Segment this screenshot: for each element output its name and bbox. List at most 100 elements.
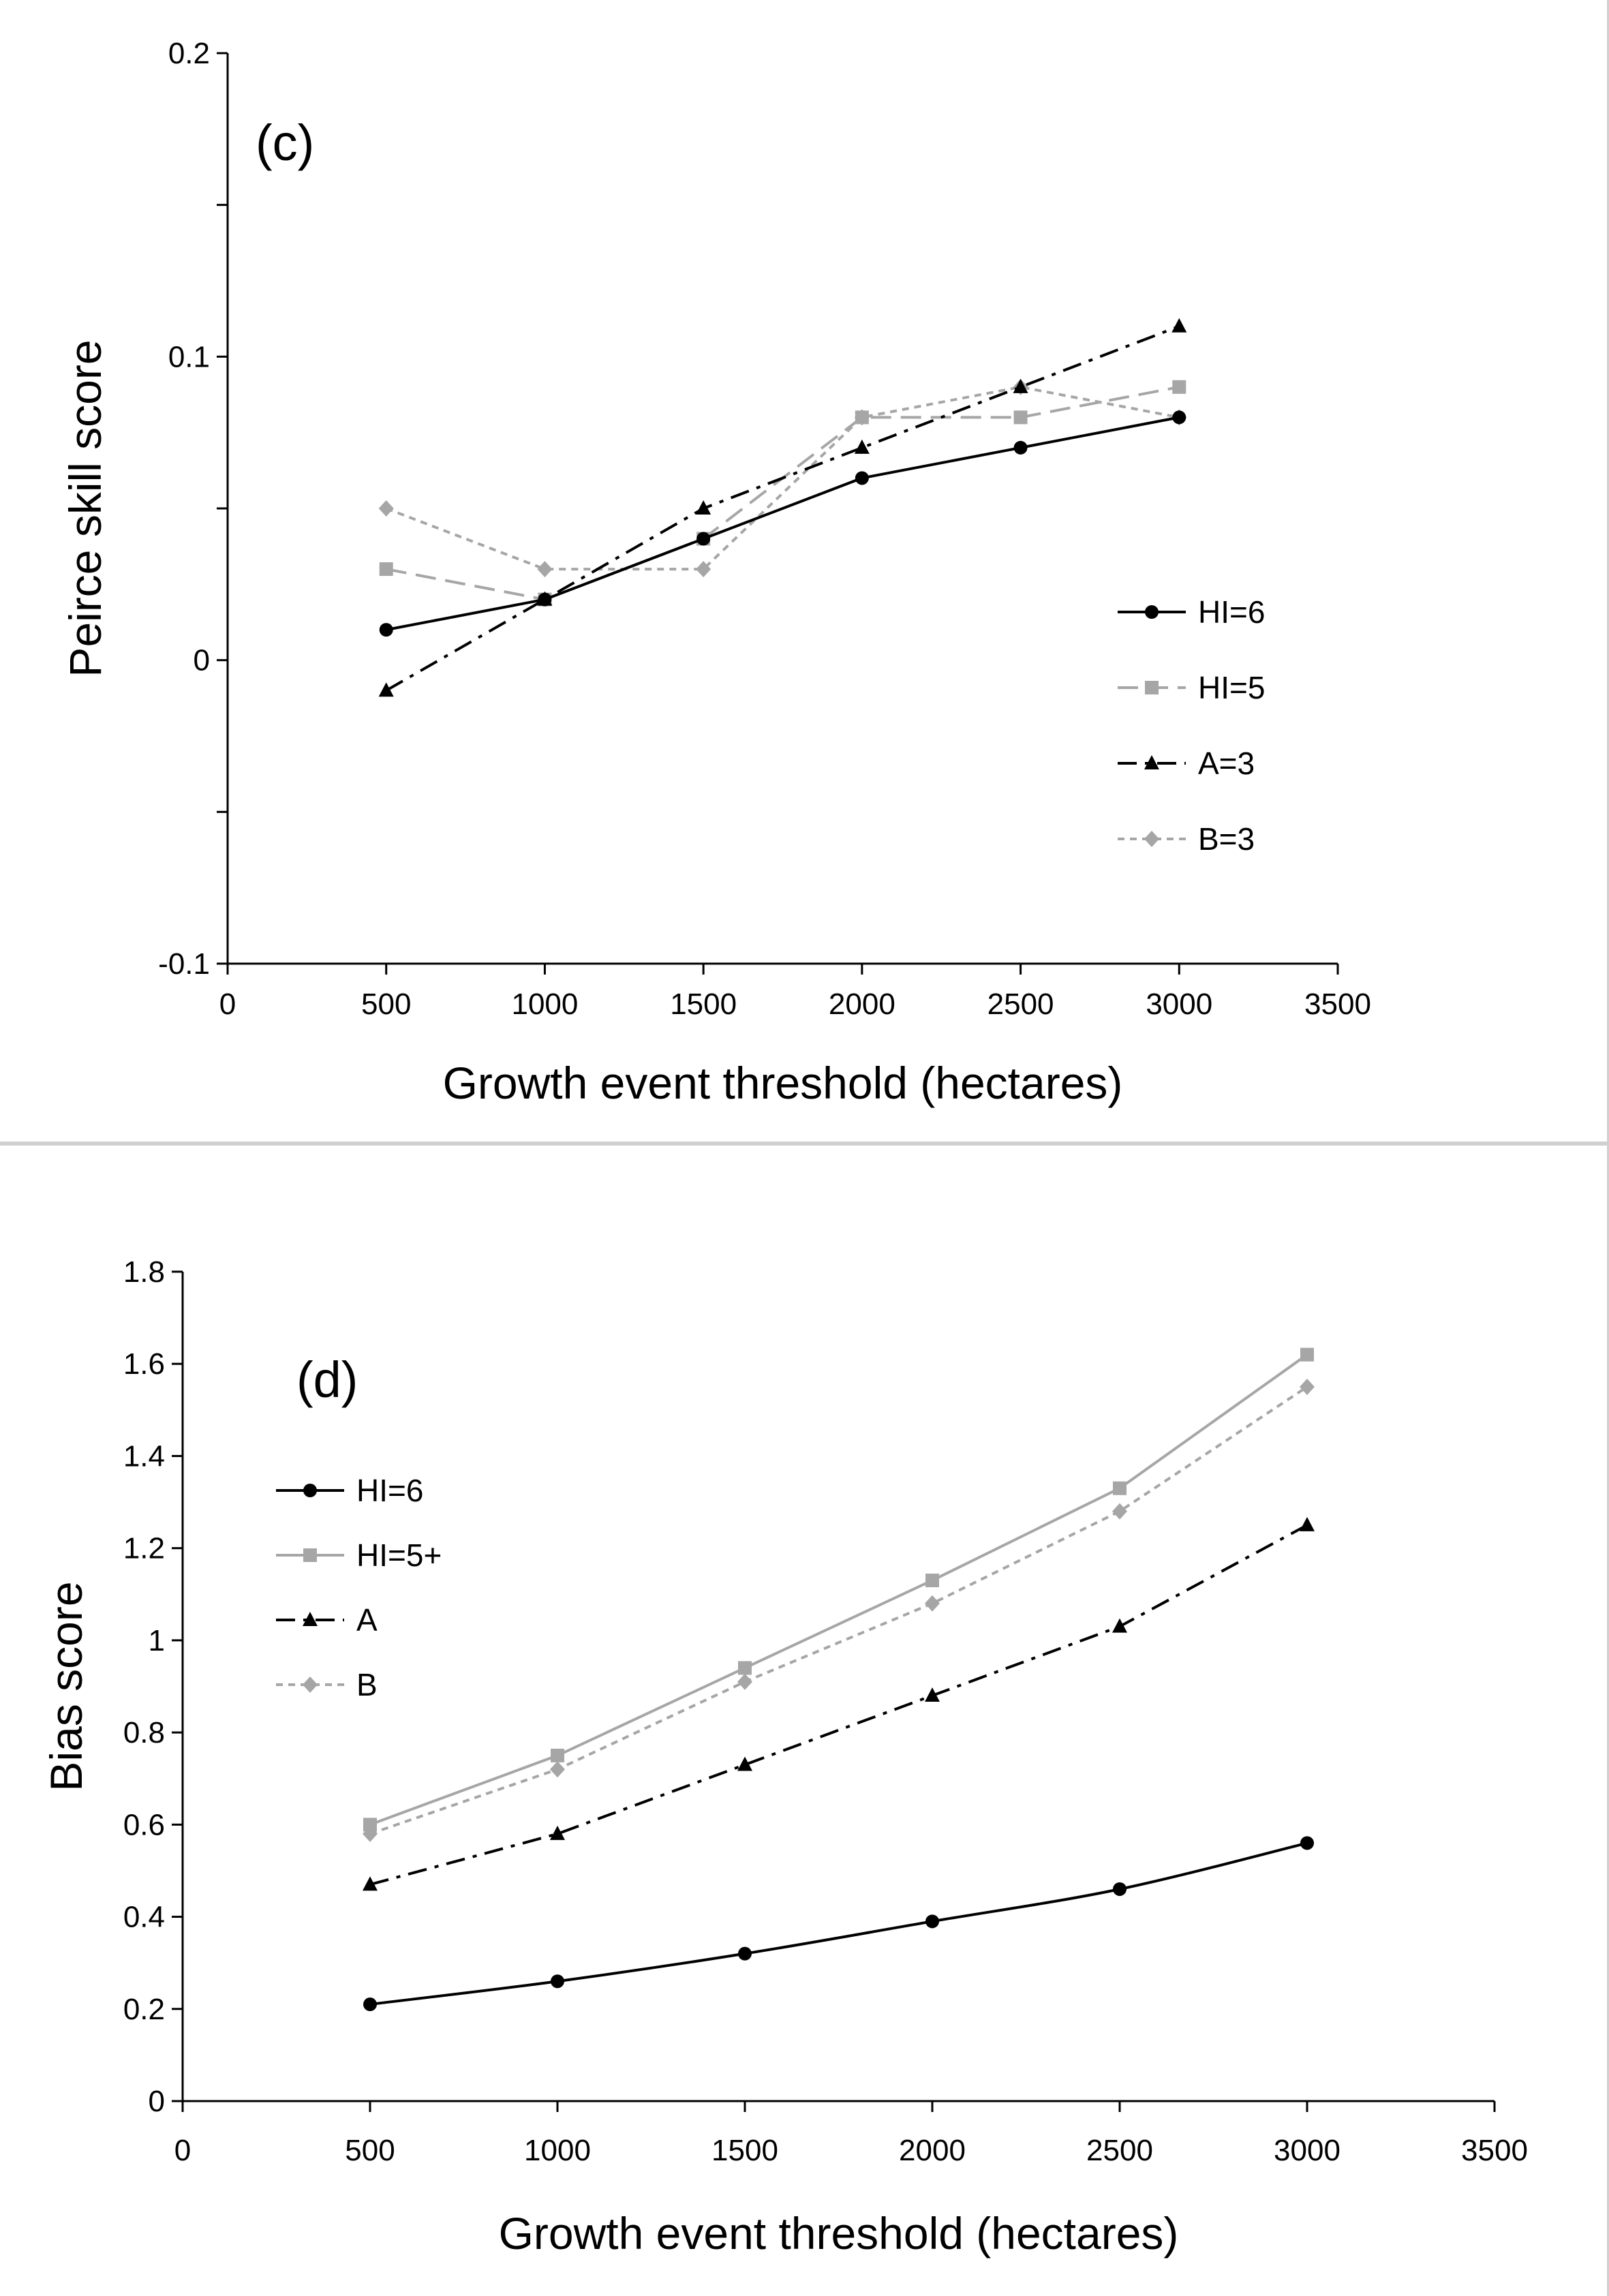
- y-tick-label: 0: [149, 2085, 165, 2118]
- chart-panel-d: [0, 1144, 1609, 2296]
- series-A=3: [378, 318, 1187, 697]
- data-point-diamond: [1300, 1379, 1315, 1396]
- legend-marker-triangle: [1144, 755, 1159, 769]
- y-axis-title: Peirce skill score: [60, 339, 110, 677]
- series-line: [385, 324, 1180, 692]
- data-point-circle: [551, 1974, 564, 1989]
- data-point-square: [551, 1748, 564, 1762]
- data-point-triangle: [1112, 1618, 1127, 1633]
- data-point-triangle: [1171, 318, 1187, 333]
- data-point-square: [1013, 410, 1028, 425]
- chart-panel-c: [0, 0, 1609, 1144]
- data-point-circle: [738, 1946, 752, 1961]
- legend-label: B=3: [1198, 821, 1255, 857]
- x-tick-label: 3000: [1274, 2134, 1340, 2167]
- legend-label: HI=5: [1198, 670, 1265, 705]
- data-point-triangle: [1300, 1516, 1315, 1531]
- series-line: [386, 385, 1180, 601]
- legend: HI=6 HI=5+ AB: [276, 1473, 442, 1702]
- x-tick-label: 2500: [1086, 2134, 1153, 2167]
- y-tick-label: 1.8: [123, 1255, 165, 1289]
- data-point-circle: [855, 471, 869, 485]
- data-point-triangle: [696, 500, 711, 515]
- series-line: [369, 1386, 1308, 1835]
- x-tick-label: 0: [174, 2134, 191, 2167]
- y-tick-label: -0.1: [158, 947, 210, 981]
- data-point-diamond: [925, 1595, 940, 1612]
- series-HI=6: [363, 1836, 1314, 2012]
- series-HI=6: [379, 410, 1186, 637]
- legend: HI=6 HI=5 A=3 B=3: [1118, 594, 1265, 857]
- data-point-triangle: [1013, 378, 1028, 393]
- data-point-square: [379, 562, 393, 577]
- x-tick-label: 3500: [1304, 988, 1371, 1021]
- x-tick-label: 2000: [899, 2134, 966, 2167]
- data-point-circle: [363, 1997, 377, 2012]
- data-point-diamond: [378, 500, 394, 517]
- data-point-circle: [1013, 440, 1028, 455]
- data-point-square: [738, 1661, 752, 1675]
- y-tick-label: 1.4: [123, 1439, 165, 1473]
- chart-1: 0 0.2 0.4 0.6 0.8 1 1.2 1.4 1.6 1.8 0 500 1000 1500 20…: [41, 1255, 1528, 2259]
- data-point-circle: [1172, 410, 1186, 425]
- legend-label: HI=5+: [356, 1537, 442, 1573]
- x-tick-label: 500: [361, 988, 411, 1021]
- data-point-circle: [925, 1914, 939, 1929]
- x-axis-title: Growth event threshold (hectares): [443, 1058, 1123, 1108]
- data-point-diamond: [363, 1825, 378, 1842]
- legend-label: A: [356, 1602, 378, 1638]
- data-point-square: [1172, 380, 1186, 394]
- data-point-diamond: [550, 1761, 565, 1778]
- panel-label: (d): [296, 1351, 358, 1408]
- series-line: [369, 1353, 1308, 1826]
- x-tick-label: 0: [219, 988, 236, 1021]
- series-line: [385, 385, 1180, 571]
- y-axis-title: Bias score: [41, 1581, 91, 1791]
- chart-0: -0.1 0 0.1 0.2 0 500 1000 1500 2000 2500 3000 3500 G…: [60, 37, 1371, 1108]
- y-tick-label: 0.2: [123, 1993, 165, 2026]
- legend-marker-circle: [303, 1484, 317, 1497]
- series-A: [363, 1516, 1315, 1891]
- data-point-triangle: [925, 1687, 940, 1702]
- y-tick-label: 0.6: [123, 1808, 165, 1841]
- y-tick-label: 0.1: [168, 340, 210, 373]
- panel-label: (c): [256, 114, 314, 171]
- y-tick-label: 0: [194, 644, 210, 677]
- data-point-triangle: [854, 439, 870, 454]
- y-tick-label: 0.8: [123, 1716, 165, 1749]
- x-tick-label: 3000: [1146, 988, 1212, 1021]
- data-point-circle: [1300, 1836, 1314, 1850]
- data-point-triangle: [378, 682, 394, 697]
- data-point-square: [363, 1818, 377, 1832]
- legend-marker-circle: [1145, 605, 1159, 619]
- y-tick-label: 0.2: [168, 37, 210, 70]
- legend-marker-square: [303, 1548, 317, 1562]
- x-tick-label: 500: [345, 2134, 395, 2167]
- y-tick-label: 0.4: [123, 1901, 165, 1934]
- x-tick-label: 1500: [711, 2134, 778, 2167]
- series-HI=5: [379, 380, 1186, 607]
- legend-marker-diamond: [1144, 831, 1159, 847]
- data-point-circle: [1113, 1882, 1127, 1896]
- legend-marker-square: [1145, 681, 1159, 694]
- x-axis-title: Growth event threshold (hectares): [499, 2208, 1179, 2259]
- series-line: [369, 1524, 1308, 1886]
- y-tick-label: 1.6: [123, 1347, 165, 1381]
- legend-marker-diamond: [303, 1677, 318, 1693]
- legend-label: B: [356, 1667, 378, 1702]
- legend-marker-triangle: [303, 1612, 318, 1626]
- data-point-diamond: [854, 409, 870, 426]
- data-point-diamond: [696, 561, 711, 578]
- series-line: [386, 416, 1180, 632]
- legend-label: HI=6: [1198, 594, 1265, 630]
- series-B: [363, 1379, 1315, 1842]
- data-point-triangle: [550, 1825, 565, 1840]
- x-tick-label: 2500: [987, 988, 1054, 1021]
- data-point-square: [1113, 1481, 1127, 1495]
- y-tick-label: 1: [149, 1624, 165, 1657]
- data-point-diamond: [1112, 1503, 1127, 1520]
- data-point-square: [1300, 1347, 1314, 1362]
- y-tick-label: 1.2: [123, 1532, 165, 1565]
- data-point-square: [925, 1573, 939, 1587]
